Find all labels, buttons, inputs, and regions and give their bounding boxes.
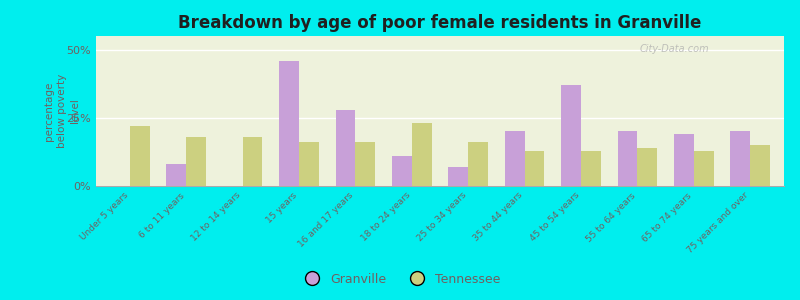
Bar bbox=[130, 126, 150, 186]
Bar bbox=[412, 123, 431, 186]
Bar bbox=[242, 137, 262, 186]
Bar bbox=[279, 61, 299, 186]
Bar bbox=[638, 148, 657, 186]
Bar bbox=[449, 167, 468, 186]
Legend: Granville, Tennessee: Granville, Tennessee bbox=[295, 268, 505, 291]
Bar bbox=[505, 131, 525, 186]
Bar bbox=[186, 137, 206, 186]
Bar bbox=[581, 151, 601, 186]
Text: City-Data.com: City-Data.com bbox=[639, 44, 709, 53]
Y-axis label: percentage
below poverty
level: percentage below poverty level bbox=[44, 74, 81, 148]
Bar bbox=[525, 151, 544, 186]
Bar bbox=[674, 134, 694, 186]
Bar bbox=[618, 131, 638, 186]
Bar bbox=[355, 142, 375, 186]
Bar bbox=[750, 145, 770, 186]
Bar bbox=[694, 151, 714, 186]
Bar bbox=[730, 131, 750, 186]
Bar bbox=[166, 164, 186, 186]
Bar bbox=[392, 156, 412, 186]
Bar bbox=[336, 110, 355, 186]
Bar bbox=[468, 142, 488, 186]
Bar bbox=[299, 142, 318, 186]
Bar bbox=[562, 85, 581, 186]
Title: Breakdown by age of poor female residents in Granville: Breakdown by age of poor female resident… bbox=[178, 14, 702, 32]
